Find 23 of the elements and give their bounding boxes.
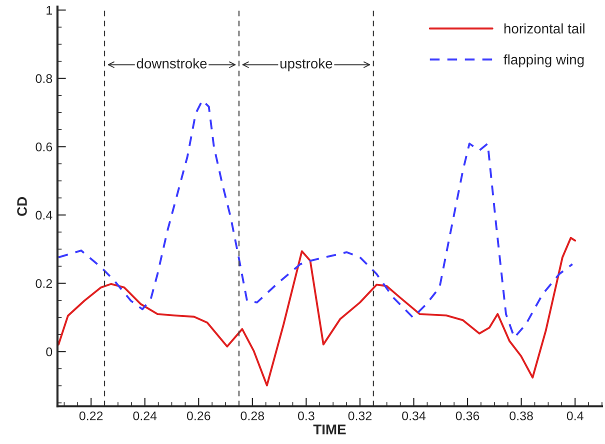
x-tick-label: 0.24	[133, 411, 157, 420]
y-tick-label: 0	[46, 347, 52, 356]
x-tick-label: 0.38	[510, 411, 533, 420]
y-tick-label: 0.4	[36, 210, 52, 220]
legend-label: horizontal tail	[504, 23, 584, 34]
x-axis-title: TIME	[313, 424, 346, 434]
y-tick-label: 1	[46, 6, 52, 15]
x-tick-label: 0.28	[240, 411, 264, 420]
y-tick-label: 0.8	[36, 74, 52, 84]
x-tick-label: 0.22	[79, 411, 103, 420]
x-tick-label: 0.4	[566, 411, 584, 420]
annotation: downstroke	[136, 58, 207, 68]
line-series	[58, 236, 576, 386]
legend-label: flapping wing	[504, 54, 584, 68]
y-tick-label: 0.6	[36, 142, 52, 152]
x-tick-label: 0.3	[298, 411, 314, 420]
x-tick-label: 0.26	[186, 411, 210, 420]
x-tick-label: 0.36	[456, 411, 480, 420]
y-axis-title: CD	[17, 197, 27, 216]
y-tick-label: 0.2	[36, 279, 52, 288]
x-tick-label: 0.34	[402, 411, 426, 420]
x-tick-label: 0.32	[348, 411, 372, 420]
annotation: upstroke	[280, 58, 332, 72]
